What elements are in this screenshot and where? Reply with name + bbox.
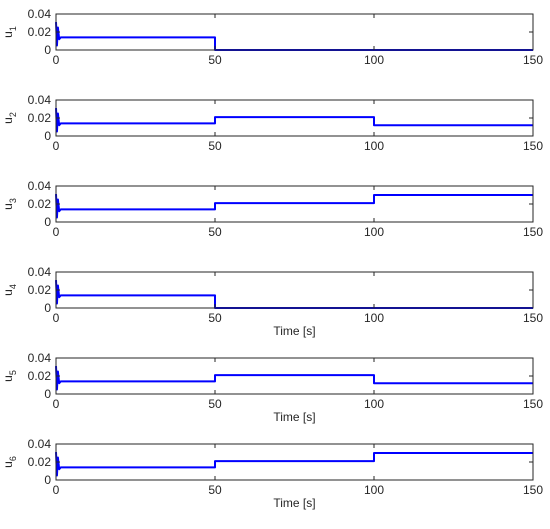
x-tick-label-5-0: 0 — [53, 397, 60, 411]
x-tick-label-1-0: 0 — [53, 53, 60, 67]
y-axis-label-sub-1: 1 — [8, 26, 18, 31]
x-tick-label-2-0: 0 — [53, 139, 60, 153]
x-tick-label-1-3: 150 — [523, 53, 543, 67]
y-tick-label-1-1: 0.02 — [28, 25, 52, 39]
y-tick-label-1-0: 0 — [44, 43, 51, 57]
y-tick-label-4-1: 0.02 — [28, 283, 52, 297]
x-tick-label-6-2: 100 — [364, 483, 384, 497]
y-axis-label-main-4: u — [1, 289, 15, 296]
axes-box-4 — [55, 271, 534, 309]
y-tick-label-4-2: 0.04 — [28, 265, 52, 279]
series-line-5-1 — [55, 366, 533, 391]
x-tick-label-4-0: 0 — [53, 311, 60, 325]
y-tick-label-5-1: 0.02 — [28, 369, 52, 383]
x-tick-label-4-1: 50 — [208, 311, 222, 325]
x-tick-label-6-1: 50 — [208, 483, 222, 497]
x-tick-label-4-2: 100 — [364, 311, 384, 325]
series-line-6-1 — [55, 452, 533, 477]
y-tick-label-3-2: 0.04 — [28, 179, 52, 193]
x-tick-label-2-3: 150 — [523, 139, 543, 153]
series-line-3-1 — [55, 194, 533, 219]
y-tick-label-5-0: 0 — [44, 387, 51, 401]
series-line-2-1 — [55, 108, 533, 133]
x-axis-label-5: Time [s] — [273, 410, 315, 424]
x-tick-label-3-1: 50 — [208, 225, 222, 239]
y-axis-label-3: u3 — [1, 198, 18, 210]
y-axis-label-6: u6 — [1, 456, 18, 468]
y-axis-label-1: u1 — [1, 26, 18, 38]
x-tick-label-6-0: 0 — [53, 483, 60, 497]
x-tick-label-2-2: 100 — [364, 139, 384, 153]
y-tick-label-6-2: 0.04 — [28, 437, 52, 451]
y-axis-label-main-5: u — [1, 375, 15, 382]
y-tick-label-3-0: 0 — [44, 215, 51, 229]
y-axis-label-sub-3: 3 — [8, 198, 18, 203]
y-tick-label-5-2: 0.04 — [28, 351, 52, 365]
x-tick-label-5-3: 150 — [523, 397, 543, 411]
y-axis-label-2: u2 — [1, 112, 18, 124]
x-tick-label-3-3: 150 — [523, 225, 543, 239]
y-tick-label-3-1: 0.02 — [28, 197, 52, 211]
y-axis-label-main-1: u — [1, 31, 15, 38]
y-tick-label-2-2: 0.04 — [28, 93, 52, 107]
x-tick-label-4-3: 150 — [523, 311, 543, 325]
x-tick-label-6-3: 150 — [523, 483, 543, 497]
y-axis-label-sub-6: 6 — [8, 456, 18, 461]
x-tick-label-2-1: 50 — [208, 139, 222, 153]
x-axis-label-4: Time [s] — [273, 324, 315, 338]
y-axis-label-sub-2: 2 — [8, 112, 18, 117]
x-axis-label-6: Time [s] — [273, 496, 315, 510]
y-tick-label-6-0: 0 — [44, 473, 51, 487]
y-tick-label-4-0: 0 — [44, 301, 51, 315]
y-axis-label-main-6: u — [1, 461, 15, 468]
x-tick-label-5-2: 100 — [364, 397, 384, 411]
y-tick-label-2-0: 0 — [44, 129, 51, 143]
y-tick-label-1-2: 0.04 — [28, 7, 52, 21]
y-axis-label-4: u4 — [1, 284, 18, 296]
axes-box-1 — [55, 13, 534, 51]
x-tick-label-3-0: 0 — [53, 225, 60, 239]
y-axis-label-5: u5 — [1, 370, 18, 382]
y-tick-label-2-1: 0.02 — [28, 111, 52, 125]
series-line-4-1 — [55, 280, 533, 309]
y-axis-label-main-3: u — [1, 203, 15, 210]
y-axis-label-main-2: u — [1, 117, 15, 124]
x-tick-label-1-1: 50 — [208, 53, 222, 67]
y-tick-label-6-1: 0.02 — [28, 455, 52, 469]
x-tick-label-3-2: 100 — [364, 225, 384, 239]
y-axis-label-sub-5: 5 — [8, 370, 18, 375]
x-tick-label-5-1: 50 — [208, 397, 222, 411]
y-axis-label-sub-4: 4 — [8, 284, 18, 289]
series-line-1-1 — [55, 22, 533, 51]
x-tick-label-1-2: 100 — [364, 53, 384, 67]
